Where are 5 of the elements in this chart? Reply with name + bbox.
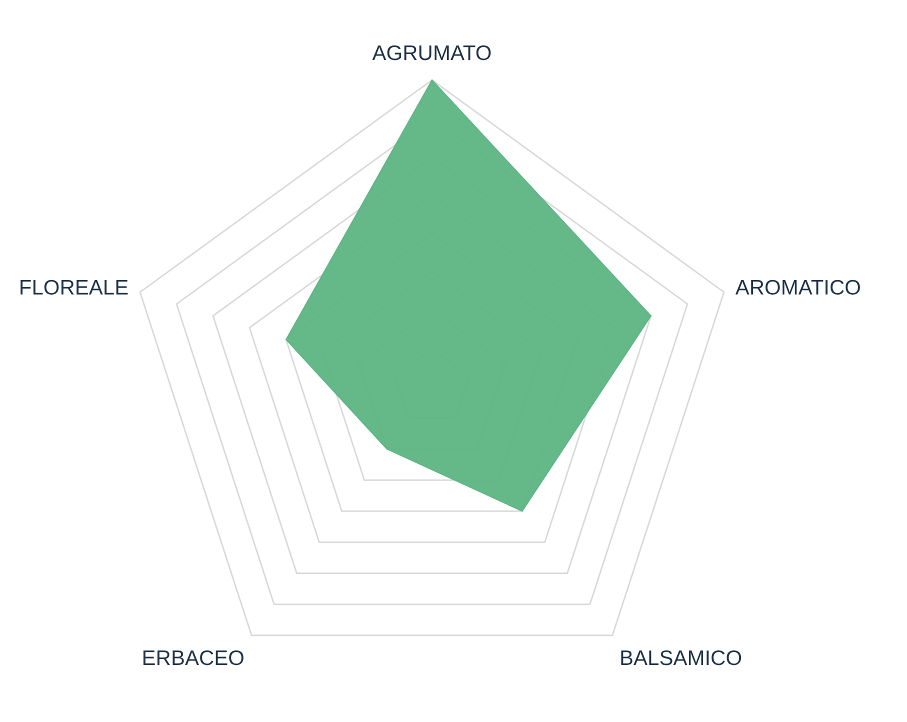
spoke-label: BALSAMICO	[620, 647, 742, 670]
spoke-label: FLOREALE	[18, 276, 129, 300]
spoke-label: AGRUMATO	[372, 42, 492, 65]
spoke-label: AROMATICO	[735, 276, 862, 300]
spoke-label: ERBACEO	[142, 647, 244, 670]
